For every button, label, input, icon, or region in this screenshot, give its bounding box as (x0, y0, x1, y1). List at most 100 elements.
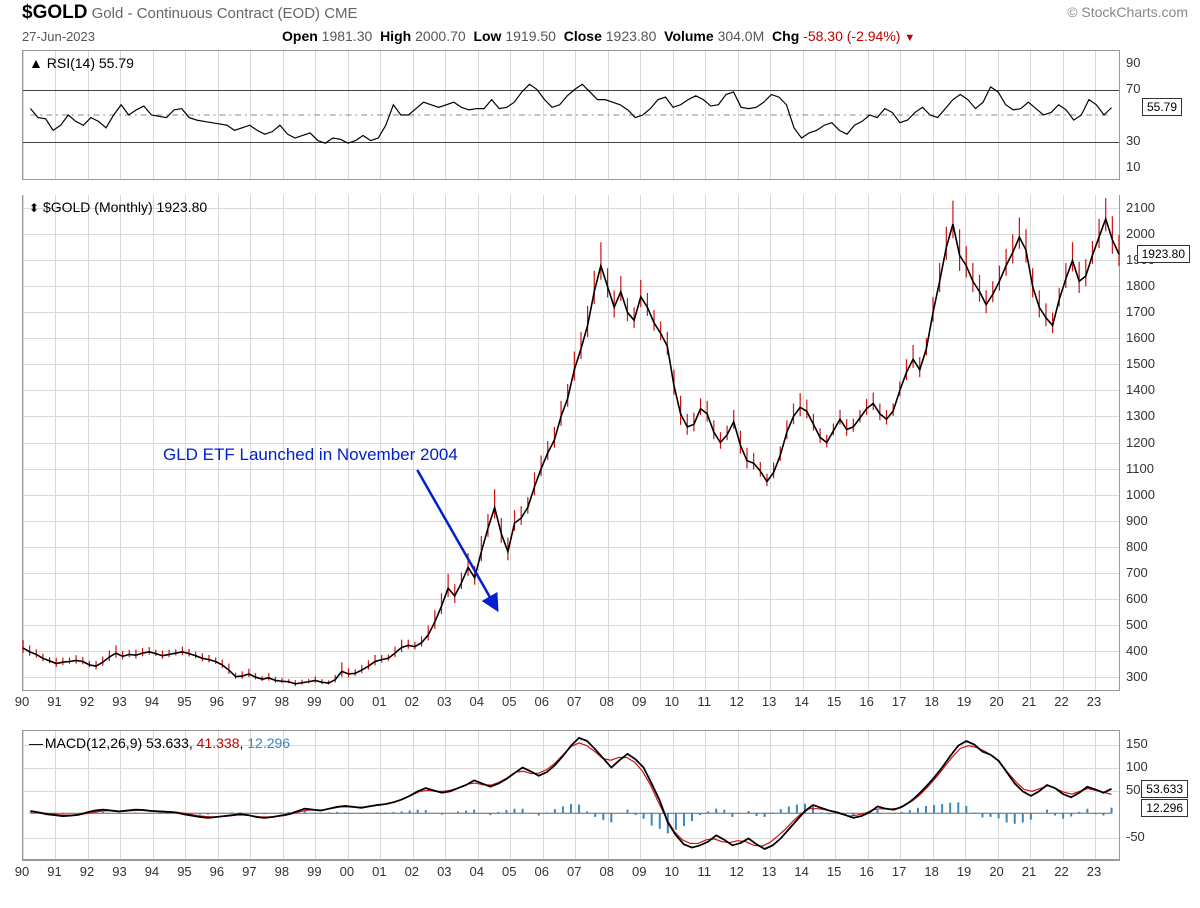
chg-pct: (-2.94%) (847, 28, 901, 44)
x-tick: 99 (307, 694, 321, 709)
symbol: $GOLD (22, 2, 87, 23)
macd-ytick: 50 (1126, 782, 1140, 797)
x-tick: 19 (957, 864, 971, 879)
price-ytick: 600 (1126, 591, 1148, 606)
x-tick: 04 (470, 694, 484, 709)
price-ytick: 1400 (1126, 382, 1155, 397)
x-tick: 91 (47, 864, 61, 879)
x-tick: 14 (794, 694, 808, 709)
x-tick: 20 (989, 694, 1003, 709)
x-tick: 23 (1087, 694, 1101, 709)
macd-line-prefix: — (29, 735, 41, 751)
x-tick: 03 (437, 864, 451, 879)
x-tick: 11 (697, 864, 711, 879)
x-tick: 90 (15, 864, 29, 879)
x-tick: 93 (112, 694, 126, 709)
x-tick: 14 (794, 864, 808, 879)
rsi-value: 55.79 (99, 55, 134, 71)
x-tick: 13 (762, 864, 776, 879)
x-tick: 09 (632, 864, 646, 879)
rsi-ytick: 30 (1126, 133, 1140, 148)
signal-value: 41.338 (197, 735, 240, 751)
x-tick: 08 (599, 864, 613, 879)
volume-value: 304.0M (718, 28, 765, 44)
x-tick: 21 (1022, 694, 1036, 709)
attribution: © StockCharts.com (1067, 4, 1188, 20)
x-tick: 07 (567, 694, 581, 709)
macd-value: 53.633 (146, 735, 189, 751)
x-tick: 93 (112, 864, 126, 879)
x-tick: 92 (80, 864, 94, 879)
x-tick: 05 (502, 864, 516, 879)
x-tick: 02 (405, 694, 419, 709)
volume-label: Volume (664, 28, 714, 44)
x-tick: 98 (275, 694, 289, 709)
histo-marker: 12.296 (1141, 799, 1188, 817)
low-value: 1919.50 (505, 28, 556, 44)
price-ytick: 1700 (1126, 304, 1155, 319)
price-ytick: 800 (1126, 539, 1148, 554)
x-tick: 17 (892, 694, 906, 709)
x-tick: 10 (664, 864, 678, 879)
date: 27-Jun-2023 (22, 29, 95, 44)
price-ytick: 1800 (1126, 278, 1155, 293)
rsi-chart (23, 51, 1119, 179)
macd-title: — MACD(12,26,9) 53.633, 41.338, 12.296 (29, 735, 290, 751)
price-title: ⬍ $GOLD (Monthly) 1923.80 (29, 199, 207, 215)
x-tick: 10 (664, 694, 678, 709)
x-tick: 94 (145, 694, 159, 709)
price-ytick: 1300 (1126, 408, 1155, 423)
x-axis-lower: 9091929394959697989900010203040506070809… (22, 860, 1120, 880)
macd-ytick: 150 (1126, 736, 1148, 751)
price-ytick: 1200 (1126, 435, 1155, 450)
description: Gold - Continuous Contract (EOD) (92, 5, 320, 22)
rsi-marker: 55.79 (1142, 98, 1182, 116)
x-tick: 12 (729, 864, 743, 879)
rsi-icon: ▲ (29, 55, 43, 71)
price-ytick: 1000 (1126, 487, 1155, 502)
exchange: CME (324, 5, 357, 22)
macd-ytick: -50 (1126, 829, 1145, 844)
x-tick: 22 (1054, 694, 1068, 709)
x-tick: 05 (502, 694, 516, 709)
close-value: 1923.80 (606, 28, 657, 44)
x-tick: 16 (859, 694, 873, 709)
price-ytick: 1600 (1126, 330, 1155, 345)
macd-panel: — MACD(12,26,9) 53.633, 41.338, 12.296 (22, 730, 1120, 860)
low-label: Low (473, 28, 501, 44)
x-tick: 22 (1054, 864, 1068, 879)
price-chart (23, 195, 1119, 690)
x-tick: 99 (307, 864, 321, 879)
x-tick: 95 (177, 694, 191, 709)
price-ytick: 2100 (1126, 200, 1155, 215)
x-tick: 94 (145, 864, 159, 879)
x-tick: 21 (1022, 864, 1036, 879)
rsi-ytick: 10 (1126, 159, 1140, 174)
x-tick: 09 (632, 694, 646, 709)
x-tick: 17 (892, 864, 906, 879)
price-ytick: 1100 (1126, 461, 1154, 476)
gld-annotation: GLD ETF Launched in November 2004 (163, 445, 458, 465)
x-tick: 97 (242, 864, 256, 879)
candle-icon: ⬍ (29, 201, 39, 215)
x-tick: 96 (210, 694, 224, 709)
x-tick: 92 (80, 694, 94, 709)
x-tick: 06 (535, 694, 549, 709)
x-tick: 18 (924, 694, 938, 709)
open-value: 1981.30 (322, 28, 373, 44)
price-ytick: 400 (1126, 643, 1148, 658)
x-tick: 20 (989, 864, 1003, 879)
x-tick: 01 (372, 864, 386, 879)
open-label: Open (282, 28, 318, 44)
x-tick: 11 (697, 694, 711, 709)
x-tick: 00 (340, 864, 354, 879)
chg-value: -58.30 (803, 28, 843, 44)
macd-label: MACD(12,26,9) (45, 735, 142, 751)
x-tick: 13 (762, 694, 776, 709)
x-tick: 03 (437, 694, 451, 709)
price-ytick: 1500 (1126, 356, 1155, 371)
x-tick: 04 (470, 864, 484, 879)
x-tick: 01 (372, 694, 386, 709)
chg-label: Chg (772, 28, 799, 44)
rsi-ytick: 70 (1126, 81, 1140, 96)
